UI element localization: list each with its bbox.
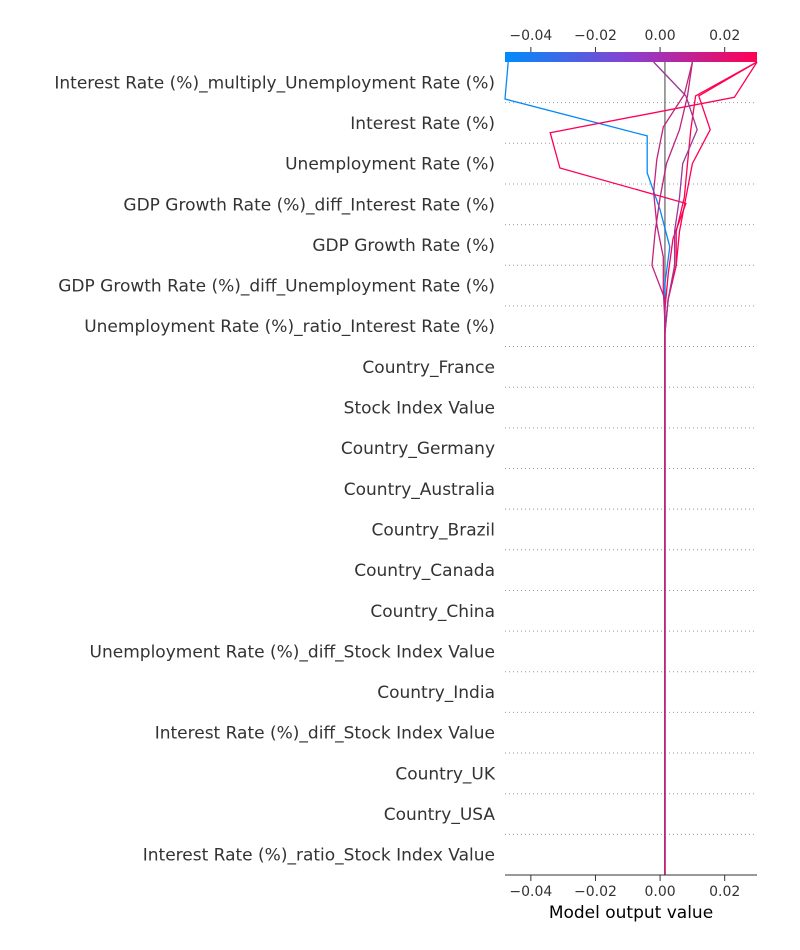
feature-label: Country_UK [395,764,495,784]
series-lines [504,61,758,875]
feature-label: Country_India [377,683,495,703]
series-line [664,61,758,875]
grid-lines [505,102,757,876]
x-tick-label: −0.02 [574,884,617,900]
feature-label: Country_Germany [341,439,495,459]
x-axis-ticks: −0.04 −0.02 0.00 0.02 [509,875,740,900]
feature-label: Interest Rate (%)_multiply_Unemployment … [54,73,495,93]
feature-label: GDP Growth Rate (%)_diff_Unemployment Ra… [58,277,495,297]
colorbar-tick-label: 0.02 [709,28,740,44]
colorbar-tick-label: −0.02 [574,28,617,44]
x-tick-label: 0.00 [644,884,675,900]
colorbar-tick-label: −0.04 [509,28,552,44]
feature-label: Interest Rate (%)_diff_Stock Index Value [155,724,495,744]
feature-label: Country_Australia [344,480,495,500]
series-line [653,61,698,875]
feature-label: Country_Brazil [372,520,495,540]
x-axis-title: Model output value [549,903,713,923]
feature-label: Interest Rate (%) [350,114,495,134]
feature-label: Country_France [362,358,495,378]
feature-label: Country_USA [384,805,496,825]
colorbar-tick-label: 0.00 [644,28,675,44]
x-tick-label: −0.04 [509,884,552,900]
series-line [651,61,694,875]
feature-label: Interest Rate (%)_ratio_Stock Index Valu… [143,846,495,866]
series-line [664,61,758,875]
feature-labels: Interest Rate (%)_multiply_Unemployment … [54,73,495,865]
feature-label: GDP Growth Rate (%)_diff_Interest Rate (… [123,195,495,215]
x-tick-label: 0.02 [709,884,740,900]
feature-label: Unemployment Rate (%) [285,155,495,175]
feature-label: Unemployment Rate (%)_ratio_Interest Rat… [84,317,495,337]
feature-label: Unemployment Rate (%)_diff_Stock Index V… [90,642,495,662]
feature-label: GDP Growth Rate (%) [312,236,495,256]
colorbar-ticks: −0.04 −0.02 0.00 0.02 [509,28,740,52]
feature-label: Country_China [370,602,495,622]
feature-label: Country_Canada [354,561,495,581]
feature-label: Stock Index Value [344,399,495,419]
colorbar [505,52,757,62]
